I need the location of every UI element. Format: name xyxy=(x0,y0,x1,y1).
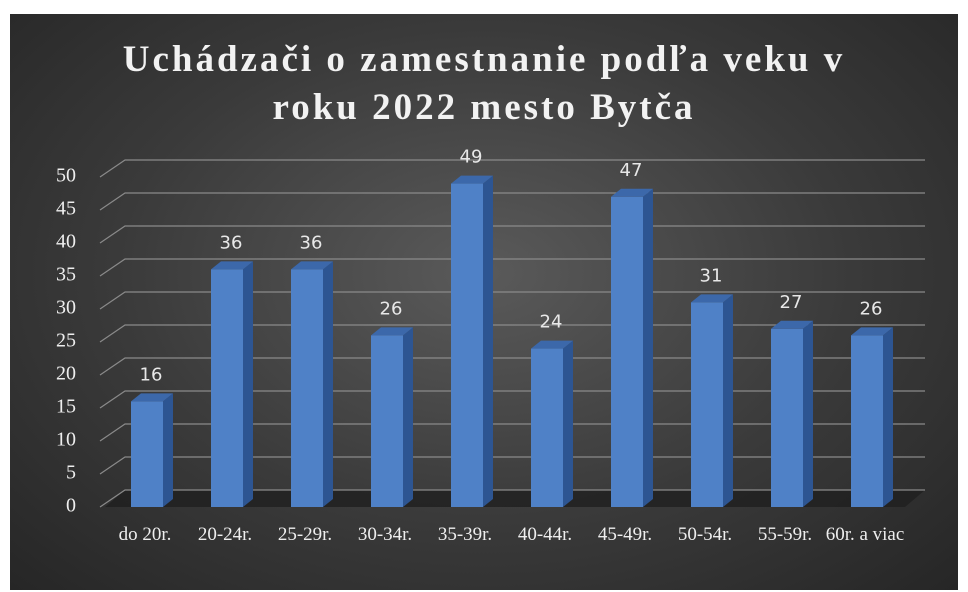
bar xyxy=(531,348,563,507)
data-label: 31 xyxy=(700,265,723,286)
bar xyxy=(371,335,403,507)
bar-side xyxy=(323,261,333,507)
y-tick-label: 40 xyxy=(56,231,76,253)
bar-side xyxy=(403,327,413,507)
grid-line xyxy=(99,225,925,244)
data-label: 49 xyxy=(460,147,483,168)
x-tick-label: 50-54r. xyxy=(677,524,733,545)
y-tick-label: 50 xyxy=(56,165,76,187)
bar xyxy=(451,183,483,507)
y-tick-label: 5 xyxy=(66,462,76,484)
bar xyxy=(691,302,723,507)
grid-line xyxy=(99,489,925,508)
data-label: 47 xyxy=(620,160,643,181)
bar-top xyxy=(531,340,573,349)
x-tick-label: 40-44r. xyxy=(517,524,573,545)
grid-line xyxy=(99,291,925,310)
bar-top xyxy=(771,320,813,329)
bar xyxy=(131,401,163,507)
data-label: 26 xyxy=(380,298,403,319)
y-tick-label: 25 xyxy=(56,330,76,352)
x-tick-label: 45-49r. xyxy=(597,524,653,545)
grid-line xyxy=(99,357,925,376)
bar-top xyxy=(131,393,173,402)
bar xyxy=(771,328,803,507)
bar xyxy=(291,269,323,507)
x-tick-label: 25-29r. xyxy=(277,524,333,545)
bar-side xyxy=(723,294,733,507)
x-tick-label: 30-34r. xyxy=(357,524,413,545)
y-tick-label: 0 xyxy=(66,495,76,517)
bar xyxy=(851,335,883,507)
y-tick-label: 10 xyxy=(56,429,76,451)
y-tick-label: 35 xyxy=(56,264,76,286)
x-tick-label: 60r. a viac xyxy=(825,524,905,545)
bar-side xyxy=(883,327,893,507)
bar-side xyxy=(483,175,493,507)
grid-line xyxy=(99,423,925,442)
data-label: 27 xyxy=(780,292,803,313)
y-tick-label: 20 xyxy=(56,363,76,385)
grid-line xyxy=(99,324,925,343)
bar-top xyxy=(691,294,733,303)
chart-title: Uchádzači o zamestnanie podľa veku v rok… xyxy=(122,39,846,128)
bar-side xyxy=(803,320,813,507)
data-label: 26 xyxy=(860,298,883,319)
bar-top xyxy=(371,327,413,336)
x-tick-label: 20-24r. xyxy=(197,524,253,545)
grid-line xyxy=(99,258,925,277)
bar-side xyxy=(163,393,173,507)
bar xyxy=(211,269,243,507)
y-tick-label: 30 xyxy=(56,297,76,319)
bar-top xyxy=(611,188,653,197)
x-tick-label: 55-59r. xyxy=(757,524,813,545)
bar-top xyxy=(851,327,893,336)
grid-line xyxy=(99,159,925,178)
data-label: 16 xyxy=(140,364,163,385)
bar-side xyxy=(643,188,653,508)
y-tick-label: 45 xyxy=(56,198,76,220)
grid-line xyxy=(99,390,925,409)
bar xyxy=(611,196,643,508)
bar-top xyxy=(211,261,253,270)
data-label: 24 xyxy=(540,312,563,333)
data-label: 36 xyxy=(300,232,323,253)
x-tick-label: do 20r. xyxy=(118,524,172,545)
bar-top xyxy=(451,175,493,184)
data-label: 36 xyxy=(220,232,243,253)
y-tick-label: 15 xyxy=(56,396,76,418)
bar-side xyxy=(243,261,253,507)
bar-side xyxy=(563,340,573,507)
bar-top xyxy=(291,261,333,270)
grid-line xyxy=(99,192,925,211)
x-tick-label: 35-39r. xyxy=(437,524,493,545)
grid-line xyxy=(99,456,925,475)
